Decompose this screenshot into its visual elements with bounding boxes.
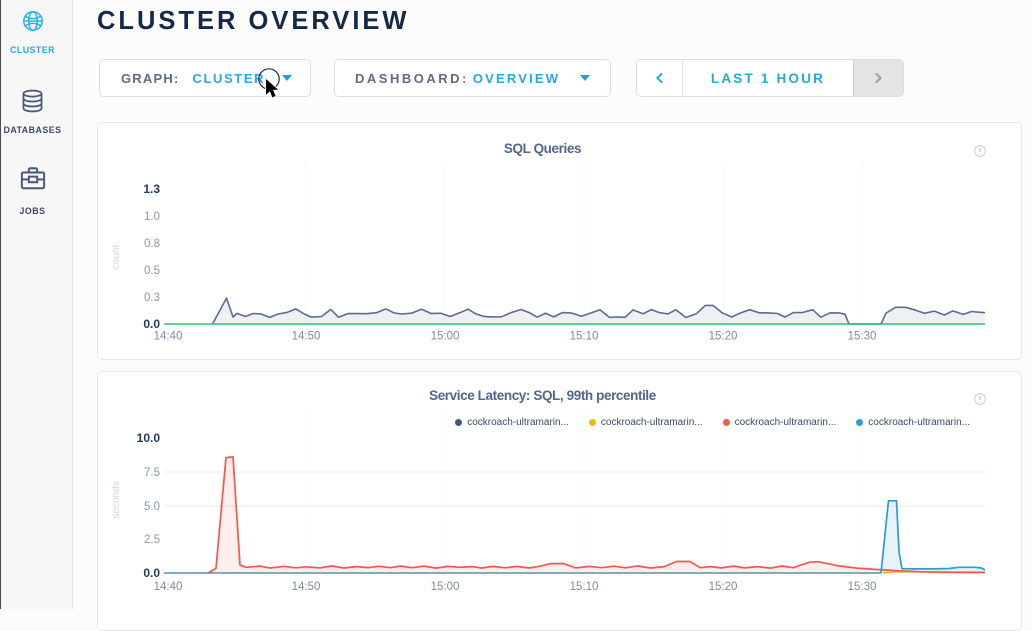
svg-text:15:00: 15:00 — [431, 331, 460, 343]
svg-text:1.3: 1.3 — [143, 182, 160, 196]
svg-text:2.5: 2.5 — [144, 534, 160, 546]
svg-text:0.0: 0.0 — [143, 317, 160, 331]
svg-text:14:50: 14:50 — [292, 581, 321, 593]
svg-text:15:20: 15:20 — [709, 581, 738, 593]
svg-text:0.0: 0.0 — [143, 566, 160, 580]
svg-text:15:30: 15:30 — [848, 581, 877, 593]
svg-text:15:10: 15:10 — [570, 581, 599, 593]
svg-text:10.0: 10.0 — [137, 431, 161, 445]
svg-text:14:50: 14:50 — [292, 331, 321, 343]
svg-text:15:10: 15:10 — [570, 331, 599, 343]
svg-text:1.0: 1.0 — [144, 211, 160, 223]
svg-text:15:00: 15:00 — [431, 581, 460, 593]
svg-text:5.0: 5.0 — [144, 501, 160, 513]
svg-text:seconds: seconds — [111, 481, 122, 518]
svg-text:count: count — [111, 245, 122, 270]
svg-text:7.5: 7.5 — [144, 467, 160, 479]
svg-text:0.8: 0.8 — [144, 238, 160, 250]
svg-text:0.3: 0.3 — [144, 292, 160, 304]
svg-text:14:40: 14:40 — [154, 581, 183, 593]
svg-text:14:40: 14:40 — [154, 331, 183, 343]
svg-text:15:20: 15:20 — [709, 331, 738, 343]
svg-text:15:30: 15:30 — [848, 331, 877, 343]
svg-text:0.5: 0.5 — [144, 265, 160, 277]
